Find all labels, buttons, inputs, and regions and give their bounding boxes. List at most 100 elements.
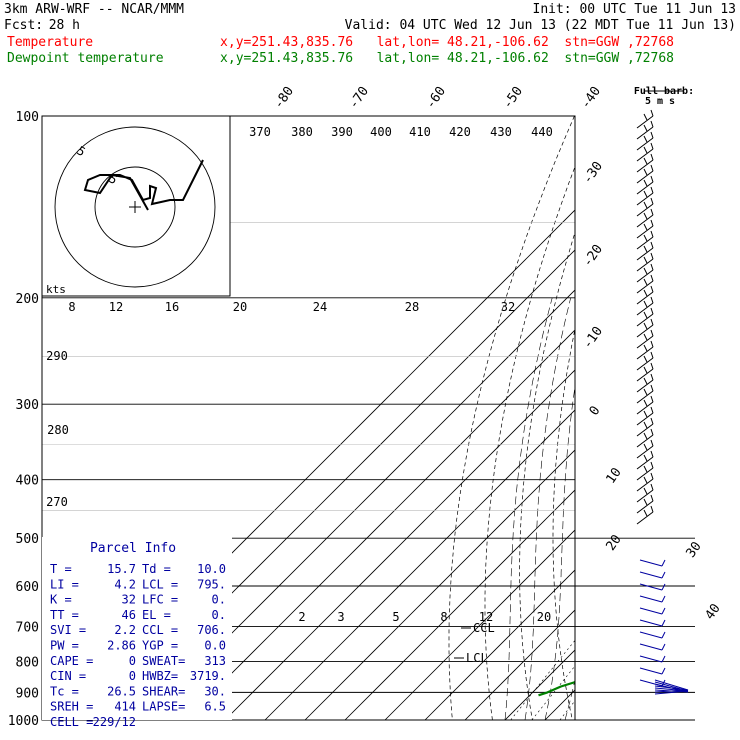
hodograph-ring — [54, 126, 216, 288]
parcel-value: 2.86 — [107, 639, 136, 653]
plot-frame — [41, 115, 576, 721]
dewpoint-location: x,y=251.43,835.76 lat,lon= 48.21,-106.62… — [220, 51, 674, 66]
hodograph-trace — [83, 159, 204, 211]
wind-barb — [636, 263, 654, 283]
parcel-label: EL = — [142, 608, 171, 622]
wind-barb — [636, 274, 654, 294]
isotherm-label: -50 — [500, 84, 526, 112]
moist-adiabat-line — [585, 298, 645, 720]
parcel-label: CCL = — [142, 623, 178, 637]
pressure-label: 200 — [16, 292, 39, 307]
wind-barb — [636, 362, 654, 382]
wind-barb — [636, 175, 654, 195]
wind-barb — [636, 109, 654, 129]
hodograph-box — [41, 115, 231, 297]
wind-barb — [636, 439, 654, 459]
isotherm-line — [304, 449, 575, 720]
parcel-info-panel: Parcel Info T = 15.7 Td = 10.0 LI = 4.2 LCL = 7… — [50, 541, 226, 729]
isotherm-label: -60 — [423, 84, 449, 112]
speed-label: 16 — [165, 300, 179, 314]
parcel-label: K = — [50, 593, 72, 607]
wind-barb — [636, 296, 654, 316]
isotherm-label: -80 — [271, 84, 297, 112]
wind-barb — [639, 643, 666, 651]
wind-barb — [636, 373, 654, 393]
isotherm-line — [504, 649, 575, 720]
theta-label: 430 — [490, 125, 512, 139]
moist-adiabat-line — [625, 298, 725, 720]
pressure-label: 500 — [16, 532, 39, 547]
parcel-label: SREH = — [50, 700, 93, 714]
moist-adiabat-line — [665, 298, 740, 720]
isotherm-line — [344, 489, 575, 720]
wind-barb — [636, 505, 654, 525]
mixing-ratio-line — [531, 665, 575, 720]
theta-label: 290 — [46, 349, 68, 363]
hodograph-ring — [94, 166, 176, 248]
isotherm-line — [424, 569, 575, 720]
wind-barb — [639, 631, 666, 639]
wind-barb — [636, 230, 654, 250]
parcel-value: 3719. — [190, 669, 226, 683]
init-time: Init: 00 UTC Tue 11 Jun 13 — [533, 2, 737, 17]
parcel-label: PW = — [50, 639, 79, 653]
wind-barb — [636, 318, 654, 338]
dry-adiabat-line — [552, 327, 575, 720]
parcel-value: 4.2 — [114, 577, 136, 591]
moist-adiabat-line — [524, 297, 571, 720]
parcel-label: LI = — [50, 577, 79, 591]
isotherm-line — [464, 609, 575, 720]
wind-barb — [639, 655, 666, 663]
isotherm-label: 40 — [702, 601, 723, 622]
isotherm-line — [224, 369, 575, 720]
parcel-value: 10.0 — [197, 562, 226, 576]
wind-barb — [639, 583, 666, 591]
dry-adiabat-line — [731, 116, 740, 720]
mixing-ratio-line — [644, 586, 740, 720]
parcel-value: 0. — [212, 593, 226, 607]
mixing-ratio-line — [587, 586, 691, 720]
wind-barb — [636, 120, 654, 140]
theta-label: 380 — [291, 125, 313, 139]
wind-barb — [636, 384, 654, 404]
wind-barb — [636, 208, 654, 228]
wind-barb — [636, 428, 654, 448]
full-barb-units: 5 m s — [645, 96, 675, 107]
mixing-ratio-label: 3 — [337, 610, 344, 624]
wind-barb — [636, 307, 654, 327]
model-title: 3km ARW-WRF -- NCAR/MMM — [4, 2, 184, 17]
mixing-ratio-label: 8 — [440, 610, 447, 624]
parcel-value: 6.5 — [204, 700, 226, 714]
wind-barb — [636, 461, 654, 481]
parcel-label: Td = — [142, 562, 171, 576]
isotherm-label: 0 — [587, 403, 604, 418]
wind-barb — [636, 329, 654, 349]
wind-barb — [636, 131, 654, 151]
dry-adiabat-line — [676, 116, 733, 720]
wind-barb — [639, 619, 666, 627]
isotherm-line — [144, 289, 575, 720]
speed-label: 24 — [313, 300, 327, 314]
parcel-info-bg — [42, 537, 232, 720]
speed-label: 8 — [68, 300, 75, 314]
pressure-label: 900 — [16, 686, 39, 701]
isotherm-label: -70 — [346, 84, 372, 112]
speed-label: 28 — [405, 300, 419, 314]
wind-barb — [636, 219, 654, 239]
wind-barb — [639, 559, 666, 567]
parcel-value: 414 — [114, 700, 136, 714]
dry-adiabat-line — [704, 116, 740, 720]
wind-barb — [636, 197, 654, 217]
dry-adiabat-line — [647, 116, 699, 720]
parcel-value: 795. — [197, 577, 226, 591]
theta-label: 370 — [249, 125, 271, 139]
pressure-label: 1000 — [8, 714, 39, 729]
wind-barb — [636, 494, 654, 514]
mixing-ratio-label: 2 — [298, 610, 305, 624]
isotherm-line — [665, 116, 740, 720]
parcel-label: T = — [50, 562, 72, 576]
wind-barb — [636, 340, 654, 360]
parcel-value: 0 — [129, 669, 136, 683]
parcel-value: 15.7 — [107, 562, 136, 576]
